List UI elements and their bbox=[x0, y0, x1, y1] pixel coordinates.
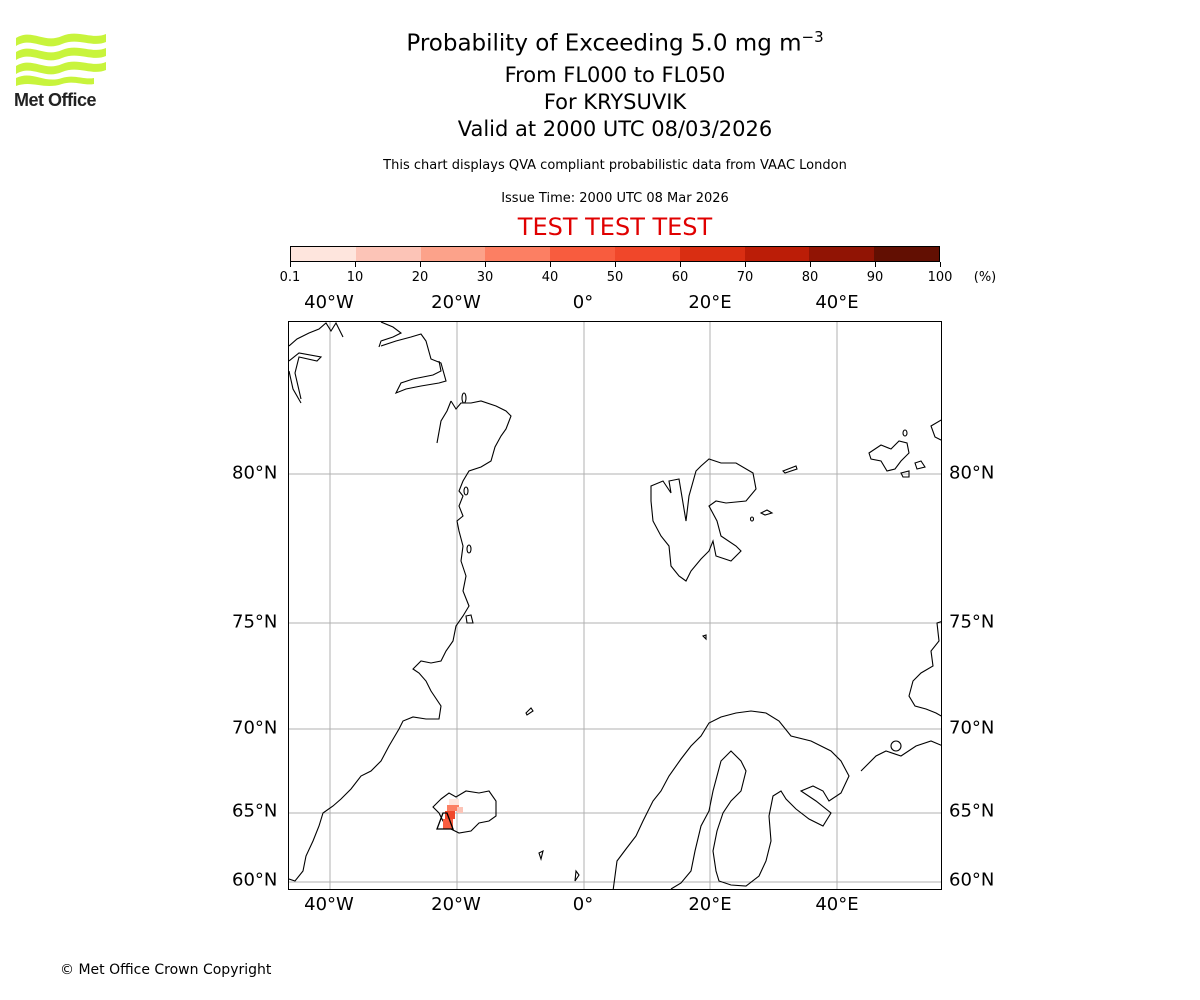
flight-level-range: From FL000 to FL050 bbox=[504, 63, 726, 87]
lat-label-left: 75°N bbox=[232, 611, 278, 633]
colorbar-tick-label: 70 bbox=[736, 270, 754, 285]
lon-label-bottom: 20°E bbox=[688, 894, 732, 915]
colorbar-segment bbox=[744, 247, 810, 261]
colorbar-segment bbox=[355, 247, 421, 261]
colorbar-tick bbox=[874, 262, 876, 267]
test-banner: TEST TEST TEST bbox=[517, 213, 713, 241]
colorbar-tick-label: 40 bbox=[541, 270, 559, 285]
ash-plume bbox=[436, 799, 463, 830]
lon-label-top: 20°W bbox=[431, 292, 481, 313]
colorbar-tick-label: 90 bbox=[866, 270, 884, 285]
colorbar-tick bbox=[939, 262, 941, 267]
lon-label-bottom: 40°E bbox=[815, 894, 859, 915]
met-office-logo: Met Office bbox=[14, 30, 108, 112]
colorbar bbox=[290, 246, 940, 262]
lat-label-right: 60°N bbox=[949, 869, 995, 891]
colorbar-tick-label: 30 bbox=[476, 270, 494, 285]
colorbar-tick bbox=[484, 262, 486, 267]
lat-label-left: 70°N bbox=[232, 717, 278, 739]
colorbar-tick bbox=[354, 262, 356, 267]
graticule bbox=[289, 322, 941, 889]
location-label: For KRYSUVIK bbox=[543, 90, 687, 114]
colorbar-segment bbox=[420, 247, 486, 261]
colorbar-tick-label: 80 bbox=[801, 270, 819, 285]
issue-time: Issue Time: 2000 UTC 08 Mar 2026 bbox=[501, 191, 729, 206]
colorbar-tick bbox=[289, 262, 291, 267]
colorbar-segment bbox=[485, 247, 551, 261]
met-office-waves-icon bbox=[16, 33, 106, 86]
colorbar-tick bbox=[679, 262, 681, 267]
chart-title: Probability of Exceeding 5.0 mg m−3 bbox=[406, 28, 824, 57]
colorbar-tick-label: 60 bbox=[671, 270, 689, 285]
title-superscript: −3 bbox=[801, 28, 824, 46]
lon-label-top: 40°W bbox=[304, 292, 354, 313]
lon-label-top: 20°E bbox=[688, 292, 732, 313]
lon-label-top: 40°E bbox=[815, 292, 859, 313]
colorbar-segment bbox=[291, 247, 356, 261]
lat-label-right: 75°N bbox=[949, 611, 995, 633]
colorbar-tick bbox=[809, 262, 811, 267]
colorbar-tick-label: 0.1 bbox=[279, 270, 301, 285]
colorbar-tick bbox=[419, 262, 421, 267]
coastlines bbox=[289, 322, 941, 889]
colorbar-tick bbox=[549, 262, 551, 267]
lon-label-bottom: 40°W bbox=[304, 894, 354, 915]
lon-label-bottom: 0° bbox=[572, 894, 594, 915]
lat-label-right: 70°N bbox=[949, 717, 995, 739]
map-panel[interactable] bbox=[288, 321, 942, 890]
colorbar-unit: (%) bbox=[973, 270, 997, 285]
colorbar-tick bbox=[614, 262, 616, 267]
lon-label-top: 0° bbox=[572, 292, 594, 313]
valid-time: Valid at 2000 UTC 08/03/2026 bbox=[457, 117, 773, 141]
colorbar-tick-label: 100 bbox=[927, 270, 953, 285]
logo-text: Met Office bbox=[14, 90, 97, 110]
lon-label-bottom: 20°W bbox=[431, 894, 481, 915]
colorbar-segment bbox=[550, 247, 615, 261]
colorbar-tick bbox=[744, 262, 746, 267]
map-canvas bbox=[289, 322, 941, 889]
colorbar-tick-label: 50 bbox=[606, 270, 624, 285]
colorbar-segment bbox=[614, 247, 680, 261]
lat-label-right: 80°N bbox=[949, 462, 995, 484]
lat-label-left: 80°N bbox=[232, 462, 278, 484]
colorbar-segment bbox=[874, 247, 939, 261]
lat-label-left: 65°N bbox=[232, 800, 278, 822]
lat-label-left: 60°N bbox=[232, 869, 278, 891]
colorbar-segment bbox=[679, 247, 745, 261]
chart-description: This chart displays QVA compliant probab… bbox=[383, 158, 847, 173]
colorbar-tick-label: 20 bbox=[411, 270, 429, 285]
lat-label-right: 65°N bbox=[949, 800, 995, 822]
colorbar-segment bbox=[809, 247, 875, 261]
colorbar-tick-label: 10 bbox=[346, 270, 364, 285]
copyright-notice: © Met Office Crown Copyright bbox=[60, 962, 272, 978]
